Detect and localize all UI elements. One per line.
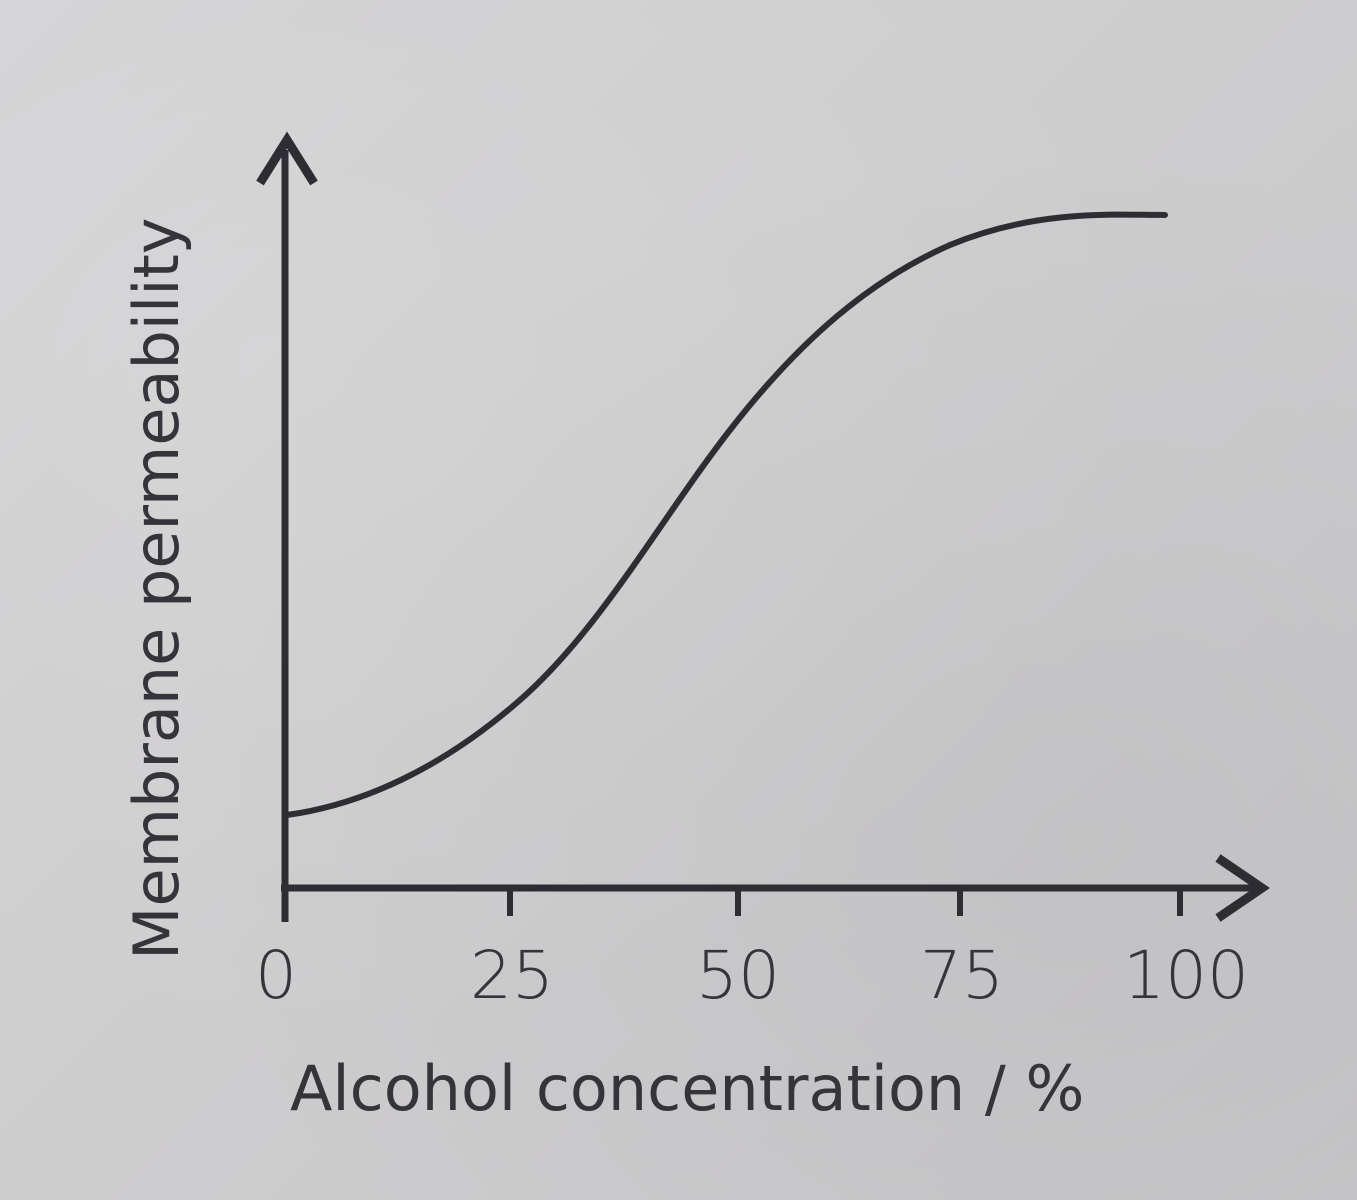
x-axis-arrow-icon bbox=[1215, 854, 1270, 922]
x-tick-label: 50 bbox=[696, 937, 780, 1014]
x-tick-label: 100 bbox=[1123, 937, 1249, 1014]
x-axis-title: Alcohol concentration / % bbox=[290, 1052, 1084, 1125]
x-tick-label: 0 bbox=[255, 937, 297, 1014]
x-tick-label: 25 bbox=[470, 937, 554, 1014]
y-axis bbox=[256, 131, 318, 922]
y-axis-arrow-icon bbox=[256, 131, 318, 186]
permeability-curve bbox=[284, 211, 1168, 818]
x-tick-labels: 0 25 50 75 100 bbox=[255, 937, 1249, 1014]
x-tick-label: 75 bbox=[920, 937, 1004, 1014]
x-axis bbox=[281, 854, 1270, 922]
y-axis-title: Membrane permeability bbox=[120, 218, 193, 961]
